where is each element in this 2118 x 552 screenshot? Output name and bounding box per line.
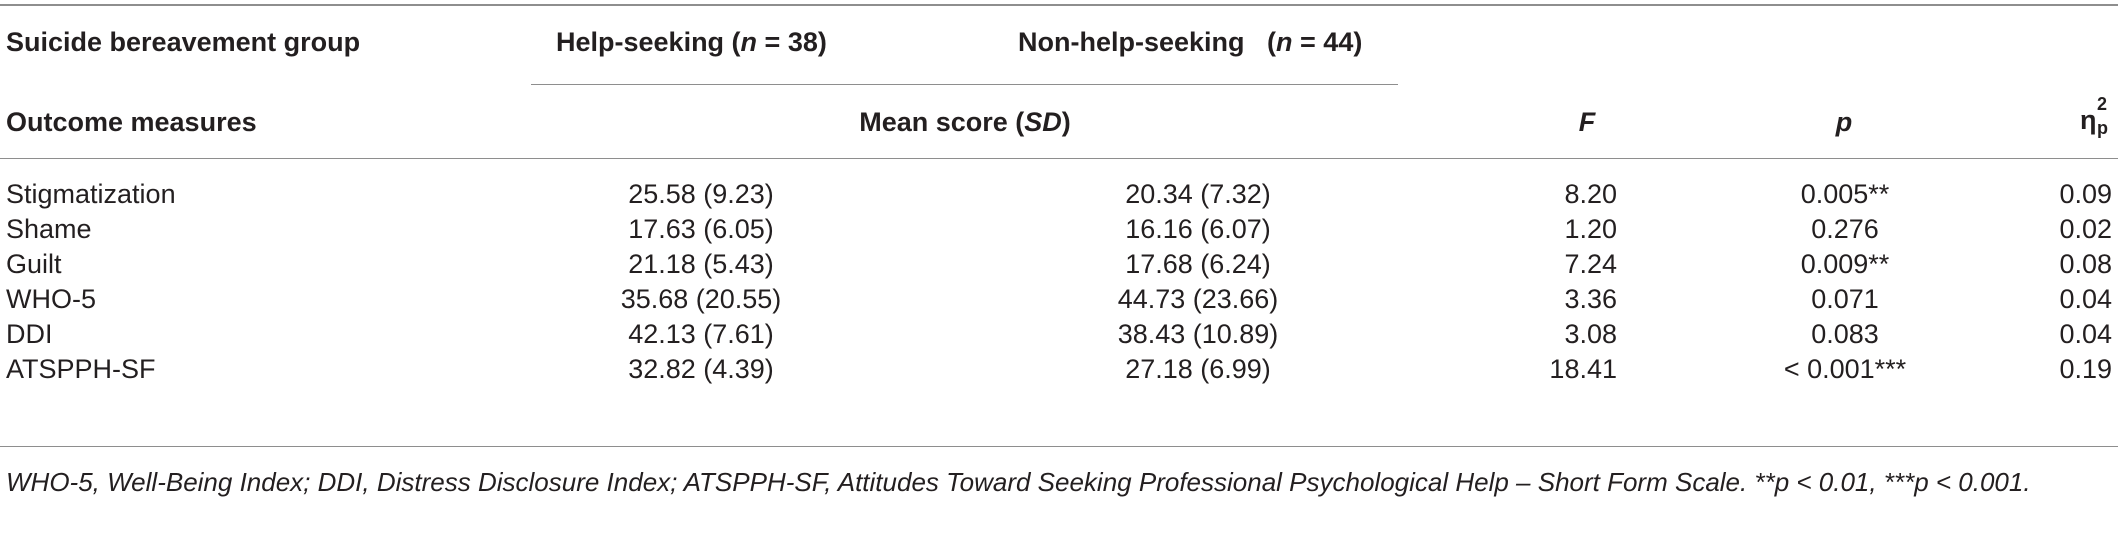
cell-measure: Shame	[6, 214, 92, 244]
help-seeking-count: = 38)	[757, 27, 827, 57]
cell-help: 32.82 (4.39)	[628, 354, 774, 384]
eta-superscript: 2	[2097, 94, 2108, 114]
mean-score-label: Mean score (	[859, 107, 1025, 137]
header-rule	[0, 158, 2118, 159]
cell-nonhelp: 27.18 (6.99)	[1125, 354, 1271, 384]
top-rule	[0, 4, 2118, 6]
cell-p: 0.083	[1811, 319, 1879, 349]
group-underline	[531, 84, 1398, 85]
cell-f: 8.20	[1564, 179, 1617, 209]
cell-measure: Stigmatization	[6, 179, 176, 209]
cell-eta: 0.08	[2059, 249, 2112, 279]
eta-subscript: p	[2097, 118, 2108, 138]
cell-f: 3.36	[1564, 284, 1617, 314]
cell-f: 18.41	[1549, 354, 1617, 384]
cell-p: 0.009**	[1800, 249, 1890, 279]
table-footnote: WHO-5, Well-Being Index; DDI, Distress D…	[6, 467, 2031, 497]
cell-help: 17.63 (6.05)	[628, 214, 774, 244]
cell-help: 35.68 (20.55)	[620, 284, 782, 314]
p-header: p	[1835, 107, 1853, 137]
help-seeking-n: n	[740, 27, 758, 57]
cell-help: 21.18 (5.43)	[628, 249, 774, 279]
cell-nonhelp: 17.68 (6.24)	[1125, 249, 1271, 279]
cell-eta: 0.04	[2059, 319, 2112, 349]
cell-measure: WHO-5	[6, 284, 96, 314]
cell-f: 7.24	[1564, 249, 1617, 279]
cell-p: 0.276	[1811, 214, 1879, 244]
f-header: F	[1578, 107, 1596, 137]
help-seeking-label: Help-seeking (	[556, 27, 741, 57]
cell-measure: DDI	[6, 319, 53, 349]
non-help-seeking-label: Non-help-seeking (	[1018, 27, 1277, 57]
cell-f: 1.20	[1564, 214, 1617, 244]
cell-nonhelp: 16.16 (6.07)	[1125, 214, 1271, 244]
mean-score-close: )	[1061, 107, 1071, 137]
non-help-seeking-header: Non-help-seeking (n = 44)	[1018, 26, 1362, 58]
outcome-measures-header: Outcome measures	[6, 107, 257, 137]
non-help-seeking-count: = 44)	[1292, 27, 1363, 57]
cell-eta: 0.09	[2059, 179, 2112, 209]
cell-nonhelp: 38.43 (10.89)	[1117, 319, 1279, 349]
cell-nonhelp: 20.34 (7.32)	[1125, 179, 1271, 209]
cell-eta: 0.02	[2059, 214, 2112, 244]
bottom-rule	[0, 446, 2118, 447]
cell-p: 0.071	[1811, 284, 1879, 314]
mean-score-sd: SD	[1024, 107, 1062, 137]
cell-eta: 0.19	[2059, 354, 2112, 384]
group-header: Suicide bereavement group	[6, 27, 361, 57]
mean-score-header: Mean score (SD)	[859, 106, 1071, 138]
cell-help: 25.58 (9.23)	[628, 179, 774, 209]
cell-p: 0.005**	[1800, 179, 1890, 209]
cell-measure: Guilt	[6, 249, 62, 279]
non-help-seeking-n: n	[1276, 27, 1293, 57]
cell-help: 42.13 (7.61)	[628, 319, 774, 349]
cell-f: 3.08	[1564, 319, 1617, 349]
help-seeking-header: Help-seeking (n = 38)	[556, 26, 827, 58]
cell-nonhelp: 44.73 (23.66)	[1117, 284, 1279, 314]
cell-eta: 0.04	[2059, 284, 2112, 314]
cell-p: < 0.001***	[1783, 354, 1907, 384]
cell-measure: ATSPPH-SF	[6, 354, 156, 384]
eta-symbol: η	[2080, 105, 2097, 135]
